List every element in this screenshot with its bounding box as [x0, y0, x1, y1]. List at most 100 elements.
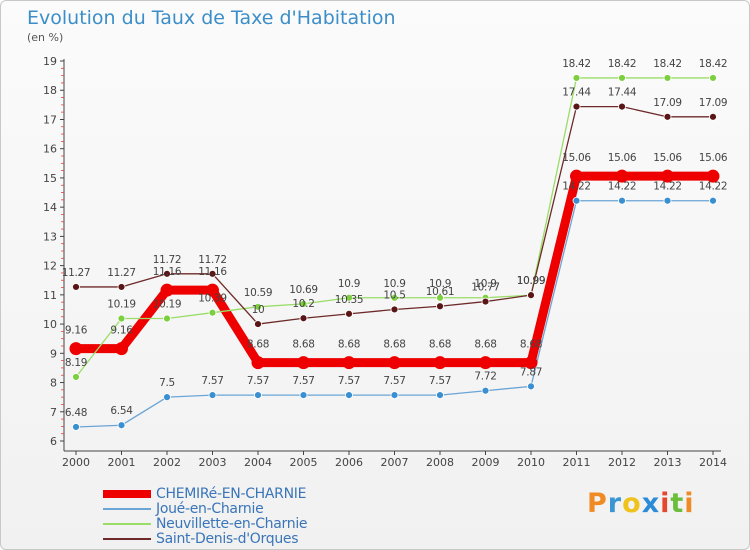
data-label: 14.22	[562, 181, 591, 193]
brand-letter: t	[670, 488, 685, 519]
data-point	[208, 308, 217, 317]
data-label: 7.87	[520, 366, 542, 378]
data-label: 11.72	[198, 254, 227, 266]
x-tick-label: 2008	[426, 456, 454, 469]
data-label: 10.69	[289, 284, 318, 296]
legend-label: CHEMIRé-EN-CHARNIE	[156, 485, 307, 502]
data-point	[160, 283, 174, 297]
data-label: 17.09	[699, 97, 728, 109]
x-tick-label: 2013	[654, 456, 682, 469]
data-label: 15.06	[608, 152, 637, 164]
data-label: 10.99	[517, 275, 546, 287]
data-label: 10.5	[383, 289, 405, 301]
x-tick-label: 2001	[108, 456, 136, 469]
data-label: 11.72	[153, 254, 182, 266]
data-label: 7.57	[429, 375, 451, 387]
legend-swatch	[103, 489, 151, 498]
data-point	[709, 112, 717, 121]
data-point	[436, 391, 444, 400]
data-label: 6.48	[65, 407, 87, 419]
data-label: 10.9	[338, 278, 360, 290]
y-tick-label: 13	[43, 230, 57, 243]
data-point	[481, 386, 490, 395]
data-label: 18.42	[608, 58, 637, 70]
data-label: 8.68	[429, 339, 451, 351]
data-point	[251, 356, 265, 370]
data-label: 6.54	[110, 405, 133, 417]
legend-swatch	[103, 522, 151, 525]
data-label: 14.22	[699, 181, 728, 193]
y-tick-label: 11	[43, 289, 57, 302]
data-point	[72, 373, 80, 381]
data-point	[117, 283, 126, 291]
data-label: 8.68	[383, 339, 405, 351]
data-point	[163, 269, 171, 278]
y-tick-label: 17	[43, 113, 57, 126]
data-label: 10.9	[383, 278, 405, 290]
data-point	[345, 293, 353, 302]
data-label: 10.35	[335, 294, 364, 306]
data-point	[709, 196, 717, 205]
brand-logo: Proxiti	[587, 488, 695, 519]
brand-letter: P	[587, 488, 608, 519]
data-label: 8.68	[520, 339, 542, 351]
data-point	[527, 291, 535, 300]
x-tick-label: 2010	[517, 456, 545, 469]
data-point	[618, 102, 626, 111]
y-tick-label: 7	[50, 406, 57, 419]
data-label: 8.68	[247, 339, 269, 351]
data-label: 8.68	[292, 339, 314, 351]
data-point	[618, 196, 626, 205]
data-point	[436, 293, 444, 302]
brand-letter: i	[684, 488, 695, 519]
data-label: 10.9	[474, 278, 496, 290]
data-point	[208, 391, 217, 400]
data-point	[299, 314, 308, 323]
data-label: 14.22	[608, 181, 637, 193]
data-point	[436, 302, 444, 311]
data-label: 10.2	[292, 298, 314, 310]
data-label: 14.22	[653, 181, 682, 193]
brand-letter: x	[641, 488, 661, 519]
data-label: 7.5	[159, 377, 175, 389]
legend-swatch	[103, 507, 151, 510]
data-point	[661, 169, 674, 183]
x-tick-label: 2012	[608, 456, 636, 469]
data-point	[299, 300, 308, 308]
data-point	[345, 391, 353, 400]
chart-unit-label: (en %)	[27, 31, 64, 44]
data-point	[709, 74, 717, 82]
data-label: 7.57	[247, 375, 269, 387]
data-label: 11.16	[198, 266, 227, 278]
brand-letter: o	[622, 488, 642, 519]
y-tick-label: 16	[43, 143, 57, 156]
y-tick-label: 12	[43, 260, 57, 273]
data-label: 15.06	[653, 152, 682, 164]
data-label: 17.09	[653, 97, 682, 109]
data-point	[663, 196, 672, 205]
brand-letter: i	[660, 488, 671, 519]
data-point	[433, 356, 447, 370]
x-tick-label: 2011	[563, 456, 591, 469]
data-point	[299, 391, 308, 400]
data-label: 10.9	[429, 278, 451, 290]
data-label: 17.44	[608, 87, 637, 99]
brand-letter: r	[607, 488, 623, 519]
data-point	[706, 169, 720, 183]
series-line	[75, 77, 713, 378]
x-tick-label: 2000	[62, 456, 90, 469]
data-label: 10.61	[426, 286, 455, 298]
data-point	[390, 391, 399, 400]
data-point	[572, 196, 581, 205]
y-tick-label: 10	[43, 318, 57, 331]
data-label: 11.27	[107, 267, 136, 279]
data-label: 7.57	[338, 375, 360, 387]
data-point	[115, 342, 128, 356]
data-label: 10.77	[471, 282, 500, 294]
data-point	[572, 74, 581, 82]
x-tick-label: 2003	[199, 456, 227, 469]
data-point	[481, 297, 490, 306]
data-label: 10.59	[244, 287, 273, 299]
